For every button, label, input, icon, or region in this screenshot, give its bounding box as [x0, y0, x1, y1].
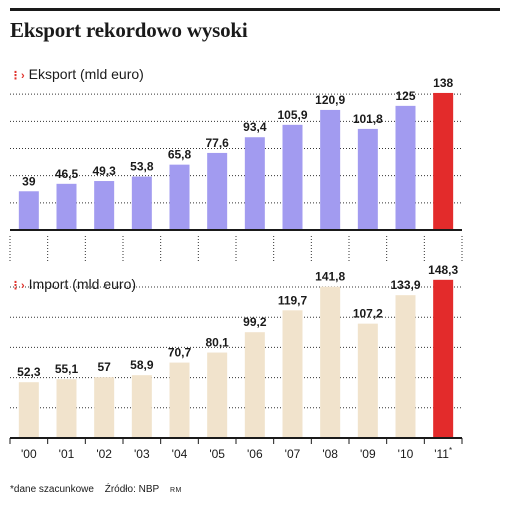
export-bar-10: [395, 105, 416, 230]
x-tick-label-6: '06: [247, 447, 263, 461]
import-bar-11: [433, 279, 454, 438]
import-data-label-6: 99,2: [243, 315, 267, 329]
import-bar-10: [395, 295, 416, 438]
title-rule: [10, 8, 500, 11]
source-note: Źródło: NBP: [104, 484, 160, 495]
import-data-label-10: 133,9: [390, 278, 420, 292]
x-tick-label-1: '01: [59, 447, 75, 461]
x-tick-label-4: '04: [172, 447, 188, 461]
export-data-label-3: 53,8: [130, 160, 154, 174]
chart-title: Eksport rekordowo wysoki: [10, 18, 248, 42]
export-bar-8: [320, 109, 341, 230]
import-data-label-4: 70,7: [168, 346, 192, 360]
export-data-label-1: 46,5: [55, 167, 79, 181]
import-bar-0: [18, 382, 39, 438]
x-tick-label-3: '03: [134, 447, 150, 461]
export-data-label-0: 39: [22, 174, 36, 188]
import-series-name: Import (mld euro): [28, 276, 137, 292]
export-data-label-11: 138: [433, 76, 453, 90]
bar-chart: 39 46,5 49,3 53,8 65,8 77,6 93,4 105,9 120,9 101,…: [9, 76, 463, 461]
export-data-label-10: 125: [395, 89, 415, 103]
import-bar-7: [282, 310, 303, 438]
export-bar-7: [282, 124, 303, 230]
import-data-label-0: 52,3: [17, 365, 41, 379]
import-bar-2: [94, 377, 115, 438]
marker-icon: ⋮›: [10, 70, 25, 82]
import-data-label-1: 55,1: [55, 362, 79, 376]
import-bar-6: [244, 332, 265, 438]
import-bar-3: [131, 375, 152, 438]
import-bar-8: [320, 286, 341, 438]
export-bar-5: [207, 152, 228, 230]
import-bar-9: [357, 323, 378, 438]
import-data-label-11: 148,3: [428, 263, 458, 277]
export-bar-4: [169, 164, 190, 230]
export-data-label-9: 101,8: [353, 112, 383, 126]
export-data-label-2: 49,3: [92, 164, 116, 178]
import-bar-5: [207, 352, 228, 438]
import-bar-4: [169, 362, 190, 438]
footnote: *dane szacunkowe Źródło: NBP RM: [10, 484, 190, 495]
import-bar-1: [56, 379, 77, 438]
export-bar-3: [131, 176, 152, 230]
export-bar-2: [94, 181, 115, 230]
export-data-label-6: 93,4: [243, 120, 267, 134]
export-bar-11: [433, 92, 454, 230]
import-data-label-3: 58,9: [130, 358, 154, 372]
import-data-label-5: 80,1: [205, 336, 229, 350]
import-data-label-9: 107,2: [353, 307, 383, 321]
x-tick-label-11: '11*: [434, 446, 452, 461]
x-tick-label-10: '10: [398, 447, 414, 461]
x-tick-label-8: '08: [322, 447, 338, 461]
import-data-label-2: 57: [97, 360, 111, 374]
import-data-label-7: 119,7: [278, 293, 308, 307]
x-tick-label-9: '09: [360, 447, 376, 461]
import-data-label-8: 141,8: [315, 270, 345, 284]
export-bar-1: [56, 183, 77, 230]
x-tick-label-2: '02: [96, 447, 112, 461]
x-tick-label-5: '05: [209, 447, 225, 461]
export-data-label-4: 65,8: [168, 148, 192, 162]
export-series-name: Eksport (mld euro): [28, 66, 144, 82]
export-series-label: ⋮› Eksport (mld euro): [10, 66, 144, 82]
export-data-label-7: 105,9: [277, 108, 307, 122]
import-series-label: ⋮› Import (mld euro): [10, 276, 136, 292]
x-tick-label-7: '07: [285, 447, 301, 461]
x-tick-label-0: '00: [21, 447, 37, 461]
export-bar-0: [18, 191, 39, 230]
export-bar-9: [357, 128, 378, 230]
export-data-label-8: 120,9: [315, 93, 345, 107]
marker-icon: ⋮›: [10, 280, 25, 292]
author-initials: RM: [169, 487, 182, 494]
export-bar-6: [244, 137, 265, 230]
estimate-note: *dane szacunkowe: [10, 484, 94, 495]
export-data-label-5: 77,6: [205, 136, 229, 150]
